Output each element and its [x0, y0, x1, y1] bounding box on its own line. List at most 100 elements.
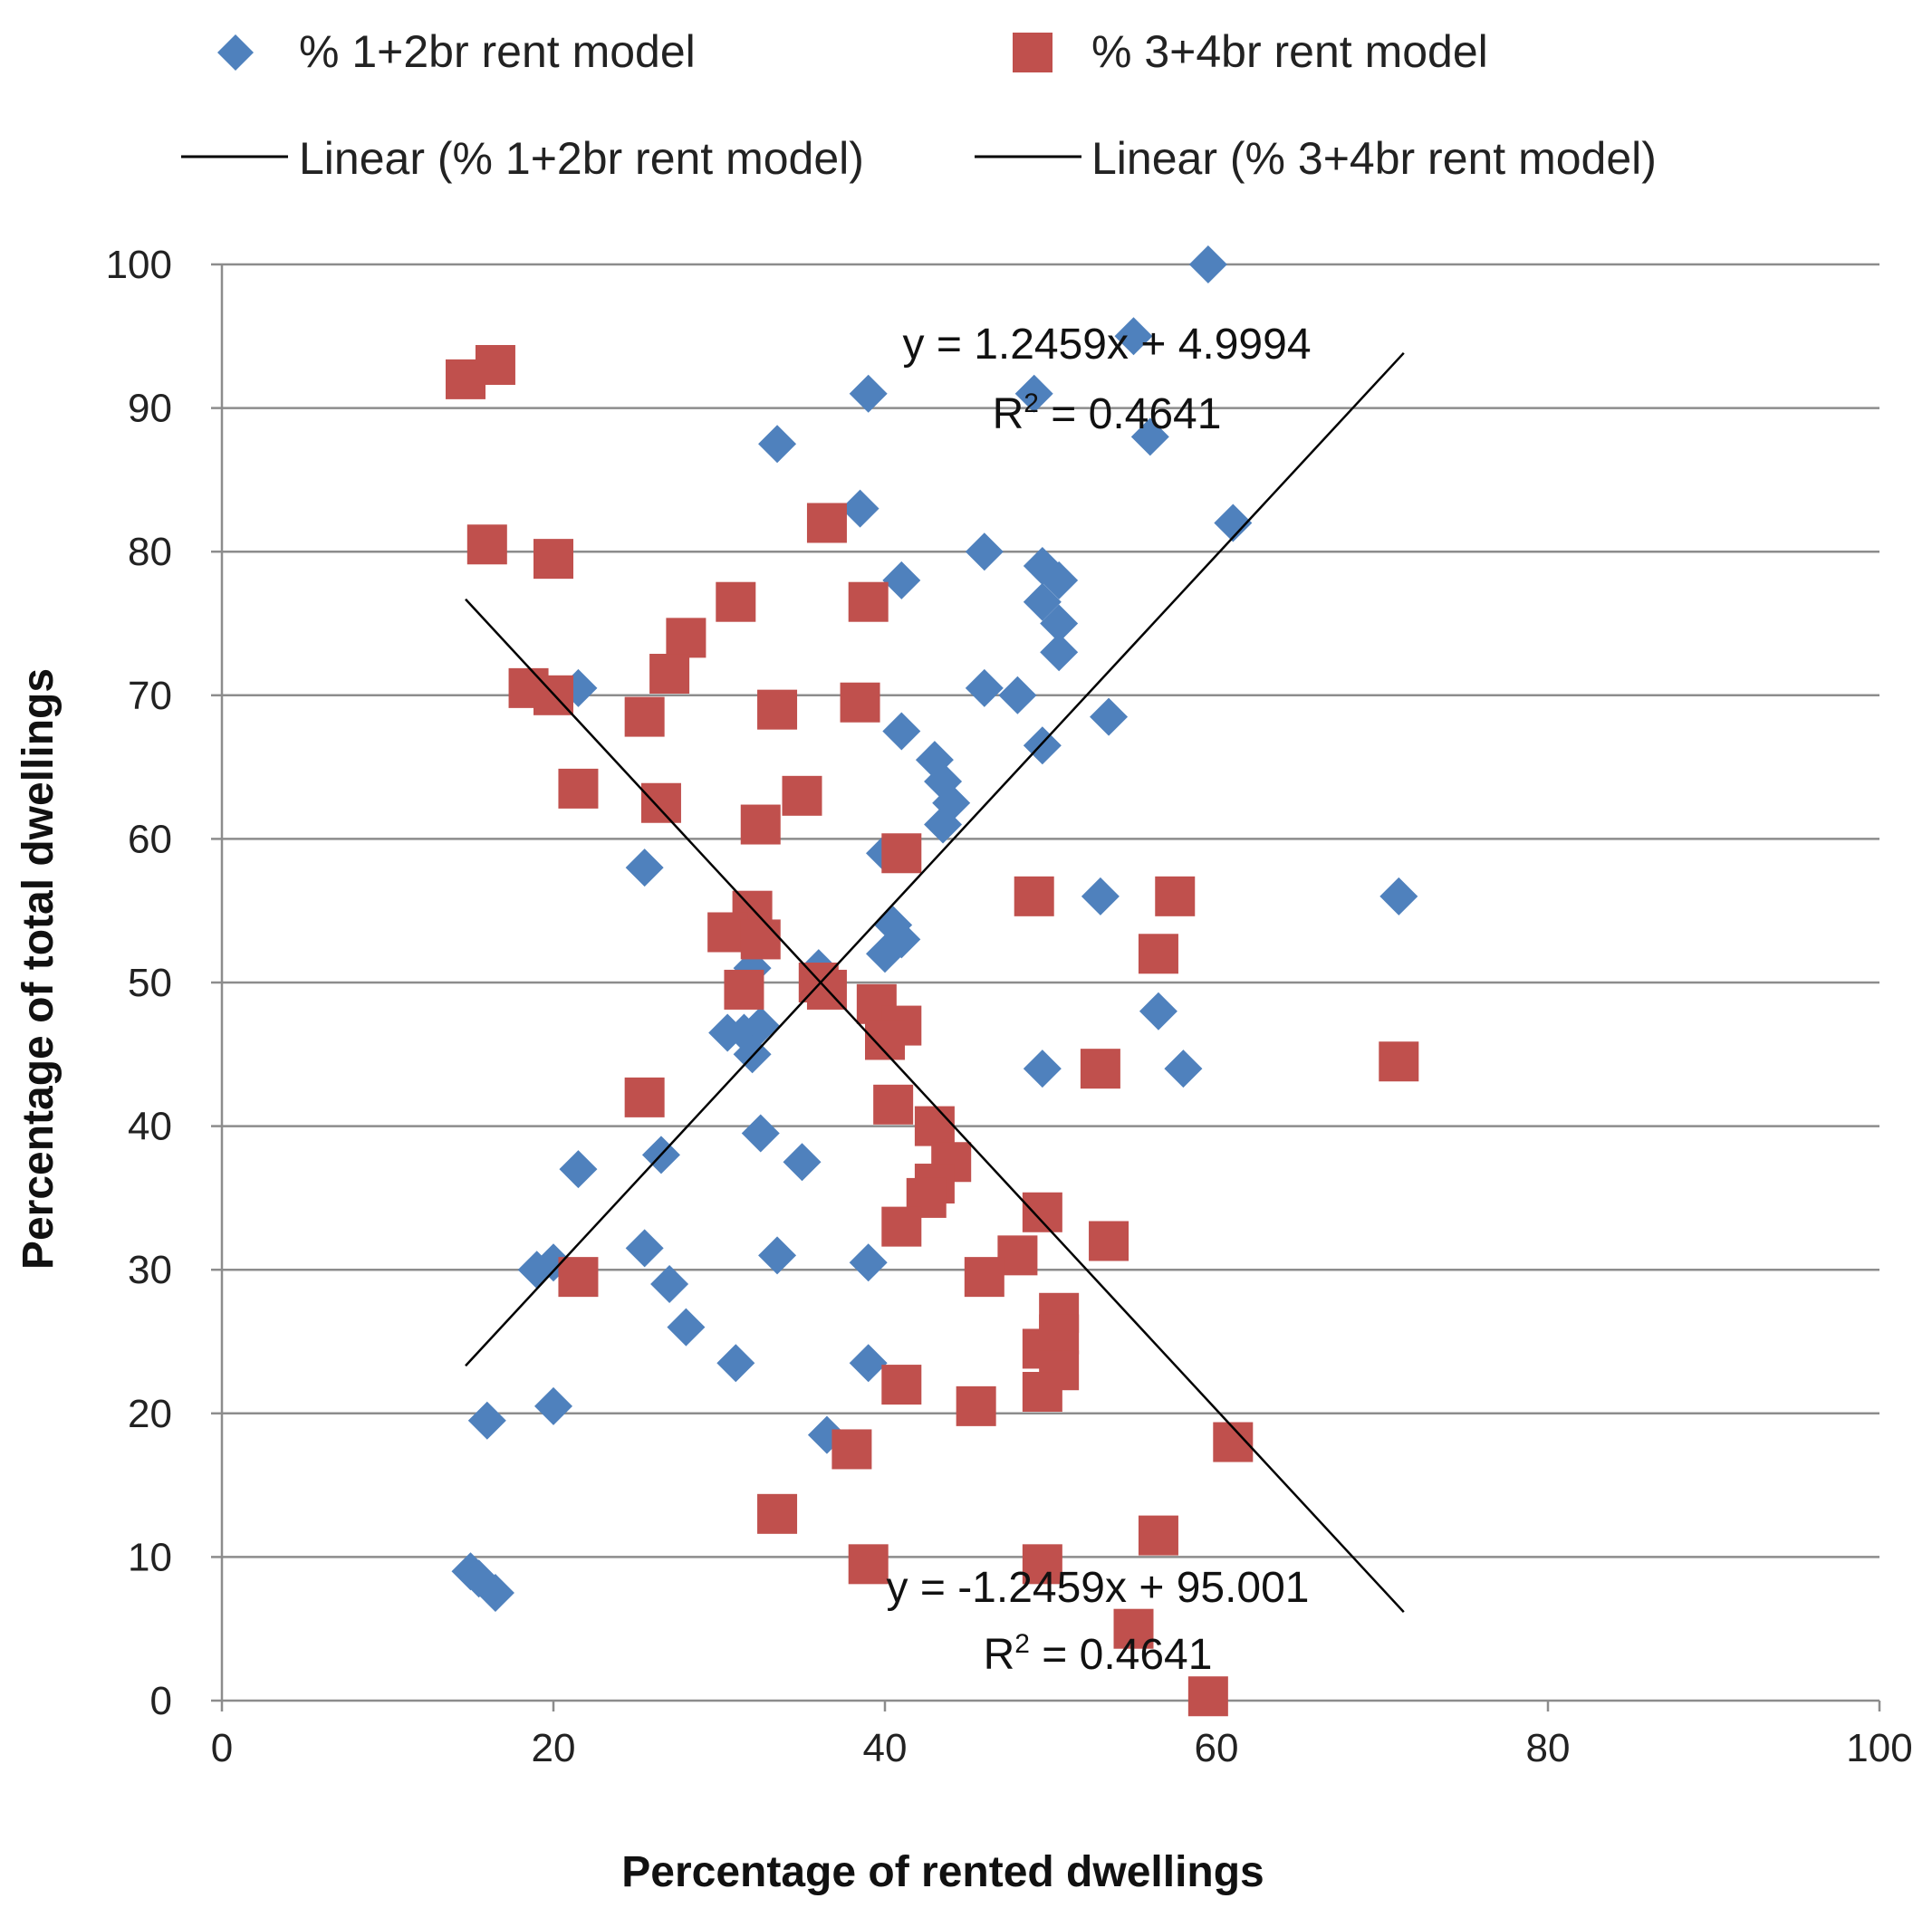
data-point-series-2: [1155, 876, 1196, 916]
y-tick-label: 100: [106, 243, 172, 287]
data-point-series-2: [1138, 1515, 1178, 1556]
data-point-series-1: [924, 805, 963, 844]
data-point-series-1: [467, 1401, 506, 1440]
y-axis-title: Percentage of total dwellings: [14, 668, 62, 1270]
series-1-points: [451, 245, 1418, 1613]
data-point-series-1: [1188, 245, 1227, 283]
data-point-series-2: [881, 833, 922, 874]
data-point-series-2: [640, 782, 681, 823]
data-point-series-1: [783, 1143, 822, 1182]
trendline-1: [465, 351, 1405, 1367]
y-tick-label: 50: [128, 961, 172, 1005]
x-tick-label: 0: [211, 1726, 233, 1770]
x-tick-label: 60: [1195, 1726, 1239, 1770]
data-point-series-2: [624, 1077, 665, 1117]
data-point-series-2: [1080, 1049, 1120, 1089]
legend-label-trendline-2: Linear (% 3+4br rent model): [1091, 133, 1657, 184]
data-point-series-1: [650, 1265, 689, 1304]
data-point-series-2: [1089, 1221, 1129, 1261]
data-point-series-1: [849, 1344, 888, 1383]
y-tick-label: 80: [128, 530, 172, 574]
y-tick-label: 60: [128, 817, 172, 861]
axes: [211, 263, 1881, 1711]
data-point-series-1: [1379, 877, 1418, 916]
trendline-2-r-value: = 0.4641: [1030, 1631, 1213, 1679]
data-point-series-1: [998, 676, 1037, 714]
data-point-series-1: [1139, 992, 1177, 1031]
data-point-series-1: [965, 668, 1004, 707]
data-point-series-2: [716, 581, 756, 622]
x-tick-label: 20: [532, 1726, 576, 1770]
trendline-2-r-sup: 2: [1014, 1629, 1030, 1659]
data-point-series-1: [1081, 877, 1120, 916]
trendline-2-r-prefix: R: [984, 1631, 1015, 1679]
data-point-series-1: [882, 561, 921, 599]
y-tick-label: 10: [128, 1535, 172, 1579]
data-point-series-2: [1113, 1608, 1154, 1649]
data-point-series-1: [625, 1229, 664, 1268]
trendline-1-r-squared: R2 = 0.4641: [993, 388, 1222, 438]
data-point-series-2: [1022, 1192, 1062, 1232]
y-tick-label: 40: [128, 1105, 172, 1149]
trendline-1-equation: y = 1.2459x + 4.9994: [902, 321, 1311, 369]
data-point-series-2: [624, 696, 665, 737]
data-point-series-2: [649, 654, 690, 695]
trendline-2-equation: y = -1.2459x + 95.001: [886, 1564, 1309, 1612]
data-point-series-2: [831, 1429, 872, 1470]
data-point-series-2: [740, 804, 781, 845]
data-point-series-2: [865, 1020, 905, 1060]
data-point-series-2: [806, 503, 847, 543]
data-point-series-1: [1090, 697, 1129, 736]
gridlines: [222, 263, 1879, 1558]
data-point-series-2: [881, 1206, 922, 1247]
data-point-series-2: [1014, 876, 1054, 916]
series-2-points: [446, 345, 1419, 1717]
data-point-series-1: [1130, 417, 1169, 456]
x-tick-label: 100: [1846, 1726, 1912, 1770]
data-point-series-2: [914, 1106, 955, 1146]
legend-label-series-1: % 1+2br rent model: [299, 26, 696, 77]
data-point-series-2: [558, 1257, 599, 1298]
data-point-series-1: [741, 1006, 780, 1045]
data-point-series-2: [848, 1544, 889, 1585]
y-tick-label: 90: [128, 387, 172, 431]
data-point-series-2: [724, 969, 764, 1010]
data-point-series-1: [1164, 1050, 1203, 1088]
legend-label-series-2: % 3+4br rent model: [1091, 26, 1488, 77]
data-point-series-1: [625, 848, 664, 887]
data-point-series-2: [840, 682, 880, 723]
y-tick-label: 70: [128, 674, 172, 718]
data-point-series-2: [848, 581, 889, 622]
data-point-series-1: [849, 374, 888, 413]
data-point-series-2: [881, 1365, 922, 1405]
data-point-series-2: [956, 1385, 996, 1426]
data-point-series-2: [964, 1257, 1004, 1298]
data-point-series-1: [559, 1150, 598, 1189]
y-tick-label: 30: [128, 1248, 172, 1292]
data-point-series-1: [476, 1574, 514, 1613]
trendline-1-r-sup: 2: [1024, 388, 1039, 418]
data-point-series-1: [1040, 561, 1079, 599]
data-point-series-2: [666, 618, 706, 658]
trendline-1-r-prefix: R: [993, 390, 1024, 438]
data-point-series-2: [533, 539, 573, 580]
trendlines: [465, 351, 1405, 1614]
data-point-series-1: [534, 1386, 572, 1425]
data-point-series-2: [466, 524, 507, 565]
data-point-series-2: [558, 768, 599, 809]
y-tick-label: 20: [128, 1392, 172, 1436]
data-point-series-1: [667, 1308, 706, 1347]
data-point-series-2: [873, 1084, 914, 1125]
x-tick-label: 40: [863, 1726, 908, 1770]
x-tick-label: 80: [1526, 1726, 1571, 1770]
data-point-series-1: [758, 1236, 797, 1275]
data-point-series-2: [1022, 1372, 1062, 1413]
x-tick-labels: 0 20 40 60 80 100: [211, 1726, 1913, 1770]
y-tick-labels: 0 10 20 30 40 50 60 70 80 90 100: [106, 243, 172, 1723]
data-point-series-1: [1040, 604, 1079, 643]
x-axis-title: Percentage of rented dwellings: [621, 1848, 1264, 1896]
data-point-series-1: [1014, 374, 1053, 413]
data-point-series-1: [965, 532, 1004, 571]
legend-label-trendline-1: Linear (% 1+2br rent model): [299, 133, 864, 184]
trendline-2-r-squared: R2 = 0.4641: [984, 1629, 1213, 1679]
